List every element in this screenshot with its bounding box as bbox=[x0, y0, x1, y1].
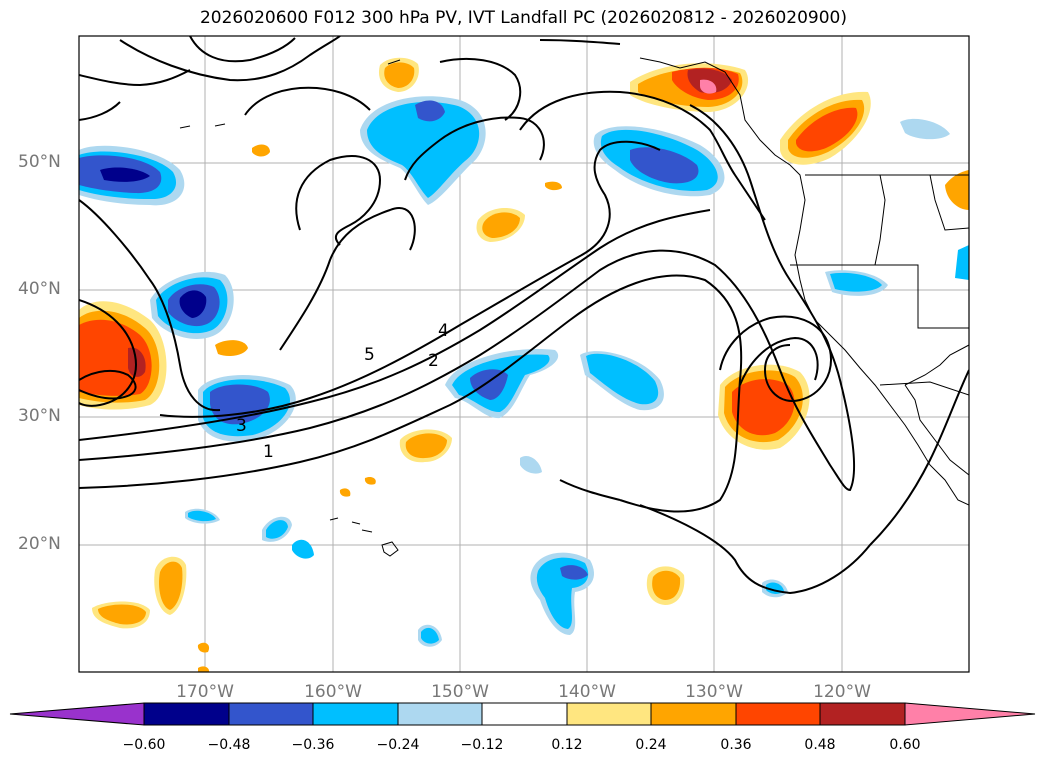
lon-label-170w: 170°W bbox=[176, 682, 234, 702]
pv-contours bbox=[79, 36, 969, 595]
lon-label-120w: 120°W bbox=[813, 682, 871, 702]
colorbar-tick: 0.24 bbox=[635, 737, 667, 753]
colorbar-swatch bbox=[143, 702, 230, 726]
contour-label-3: 3 bbox=[236, 416, 247, 436]
coastlines bbox=[639, 57, 969, 506]
positive-anomalies bbox=[79, 57, 969, 672]
contour-label-4: 4 bbox=[438, 321, 449, 341]
contour-label-5: 5 bbox=[364, 345, 375, 365]
colorbar-swatch bbox=[650, 702, 737, 726]
negative-anomalies bbox=[79, 96, 969, 647]
map-title: 2026020600 F012 300 hPa PV, IVT Landfall… bbox=[199, 8, 847, 28]
colorbar-tick: −0.24 bbox=[376, 737, 420, 753]
colorbar-tick: 0.60 bbox=[889, 737, 921, 753]
colorbar bbox=[9, 702, 1036, 726]
colorbar-swatch bbox=[735, 702, 821, 726]
lat-label-20n: 20°N bbox=[18, 534, 61, 554]
contour-labels: 1 2 3 4 5 bbox=[236, 321, 449, 462]
colorbar-tick: 0.48 bbox=[804, 737, 836, 753]
colorbar-swatch bbox=[397, 702, 483, 726]
map-frame bbox=[78, 35, 970, 673]
colorbar-swatch bbox=[312, 702, 399, 726]
lon-label-130w: 130°W bbox=[685, 682, 743, 702]
contour-label-1: 1 bbox=[263, 442, 274, 462]
colorbar-tick: −0.12 bbox=[460, 737, 504, 753]
colorbar-high-extend bbox=[904, 702, 1036, 726]
lat-label-40n: 40°N bbox=[18, 279, 61, 299]
contour-label-2: 2 bbox=[428, 351, 439, 371]
lat-label-50n: 50°N bbox=[18, 152, 61, 172]
colorbar-tick: 0.12 bbox=[551, 737, 583, 753]
map-content: 1 2 3 4 5 bbox=[79, 36, 969, 672]
lon-label-160w: 160°W bbox=[304, 682, 362, 702]
colorbar-tick: −0.48 bbox=[207, 737, 251, 753]
islands bbox=[179, 59, 401, 557]
colorbar-swatch bbox=[566, 702, 652, 726]
colorbar-tick: −0.60 bbox=[122, 737, 166, 753]
lat-label-30n: 30°N bbox=[18, 406, 61, 426]
lon-label-140w: 140°W bbox=[558, 682, 616, 702]
colorbar-tick: −0.36 bbox=[291, 737, 335, 753]
colorbar-swatch bbox=[481, 702, 568, 726]
colorbar-swatch bbox=[819, 702, 906, 726]
lon-label-150w: 150°W bbox=[431, 682, 489, 702]
colorbar-swatch bbox=[228, 702, 314, 726]
colorbar-low-extend bbox=[9, 702, 145, 726]
colorbar-tick: 0.36 bbox=[720, 737, 752, 753]
